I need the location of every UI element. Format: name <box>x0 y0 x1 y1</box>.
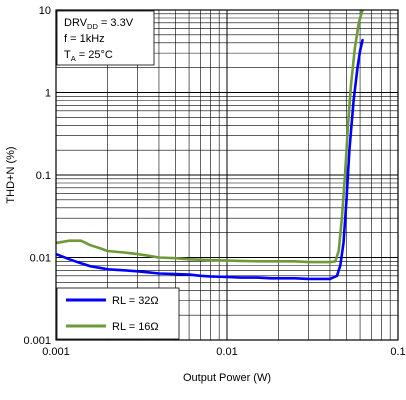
annotation-supply: DRVDD = 3.3V <box>64 17 134 31</box>
y-tick-label: 0.001 <box>23 335 51 347</box>
legend-label-rl16: RL = 16Ω <box>112 321 159 333</box>
conditions-annotation: DRVDD = 3.3V f = 1kHz TA = 25°C <box>56 10 155 66</box>
x-tick-label: 0.01 <box>216 346 237 358</box>
x-tick-label: 0.1 <box>390 346 405 358</box>
tick-labels: 0.001 0.01 0.1 0.001 0.01 0.1 1 10 <box>23 5 405 358</box>
legend-box <box>56 287 180 340</box>
y-tick-label: 0.01 <box>30 253 51 265</box>
annotation-frequency: f = 1kHz <box>64 33 105 45</box>
y-tick-label: 1 <box>45 88 51 100</box>
annotation-temperature: TA = 25°C <box>64 49 113 63</box>
x-axis-label: Output Power (W) <box>183 372 271 384</box>
legend: RL = 32Ω RL = 16Ω <box>56 287 180 340</box>
y-tick-label: 10 <box>39 5 51 17</box>
y-tick-label: 0.1 <box>36 170 51 182</box>
legend-label-rl32: RL = 32Ω <box>112 295 159 307</box>
series-lines <box>56 10 364 281</box>
series-line-0 <box>56 38 364 281</box>
plot-frame <box>55 9 399 341</box>
series-line-1 <box>56 10 364 264</box>
annotation-box <box>56 10 155 66</box>
y-axis-label: THD+N (%) <box>5 146 17 203</box>
x-tick-label: 0.001 <box>42 346 70 358</box>
